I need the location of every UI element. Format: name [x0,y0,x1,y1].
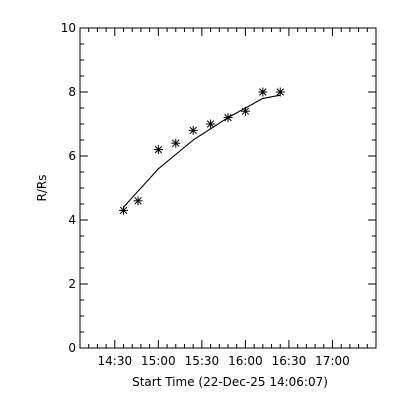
y-axis-label: R/Rs [35,175,49,202]
fit-line-group [123,94,281,208]
asterisk-stroke [119,206,128,215]
asterisk-stroke [206,120,215,128]
x-axis: 14:30 15:00 15:30 16:00 16:30 17:00 [79,28,377,368]
data-point [119,205,129,215]
y-axis: 0 2 4 6 8 10 [61,21,376,355]
y-tick-label: 8 [68,85,76,99]
data-point [133,196,143,206]
asterisk-stroke [134,197,142,205]
x-tick-label: 15:00 [141,354,176,368]
asterisk-stroke [154,145,163,154]
y-tick-label: 6 [68,149,76,163]
y-tick-label: 4 [68,213,76,227]
asterisk-stroke [259,88,267,96]
data-point [223,113,233,123]
x-tick-label: 16:00 [228,354,263,368]
x-axis-label: Start Time (22-Dec-25 14:06:07) [132,375,328,389]
data-point [258,87,268,97]
data-points [119,87,285,215]
asterisk-stroke [224,113,232,122]
x-tick-label: 14:30 [98,354,133,368]
data-point [188,125,198,135]
asterisk-stroke [189,126,197,135]
data-point [275,87,285,97]
asterisk-stroke [241,107,250,115]
data-point [171,138,181,148]
asterisk-stroke [172,139,180,147]
y-tick-label: 2 [68,277,76,291]
data-point [206,119,216,129]
y-tick-label: 10 [61,21,76,35]
y-tick-label: 0 [68,341,76,355]
x-tick-label: 17:00 [315,354,350,368]
asterisk-stroke [276,88,284,96]
fit-line [123,94,281,208]
data-point [153,145,163,155]
data-point [240,106,250,116]
x-tick-label: 16:30 [272,354,307,368]
x-tick-label: 15:30 [185,354,220,368]
